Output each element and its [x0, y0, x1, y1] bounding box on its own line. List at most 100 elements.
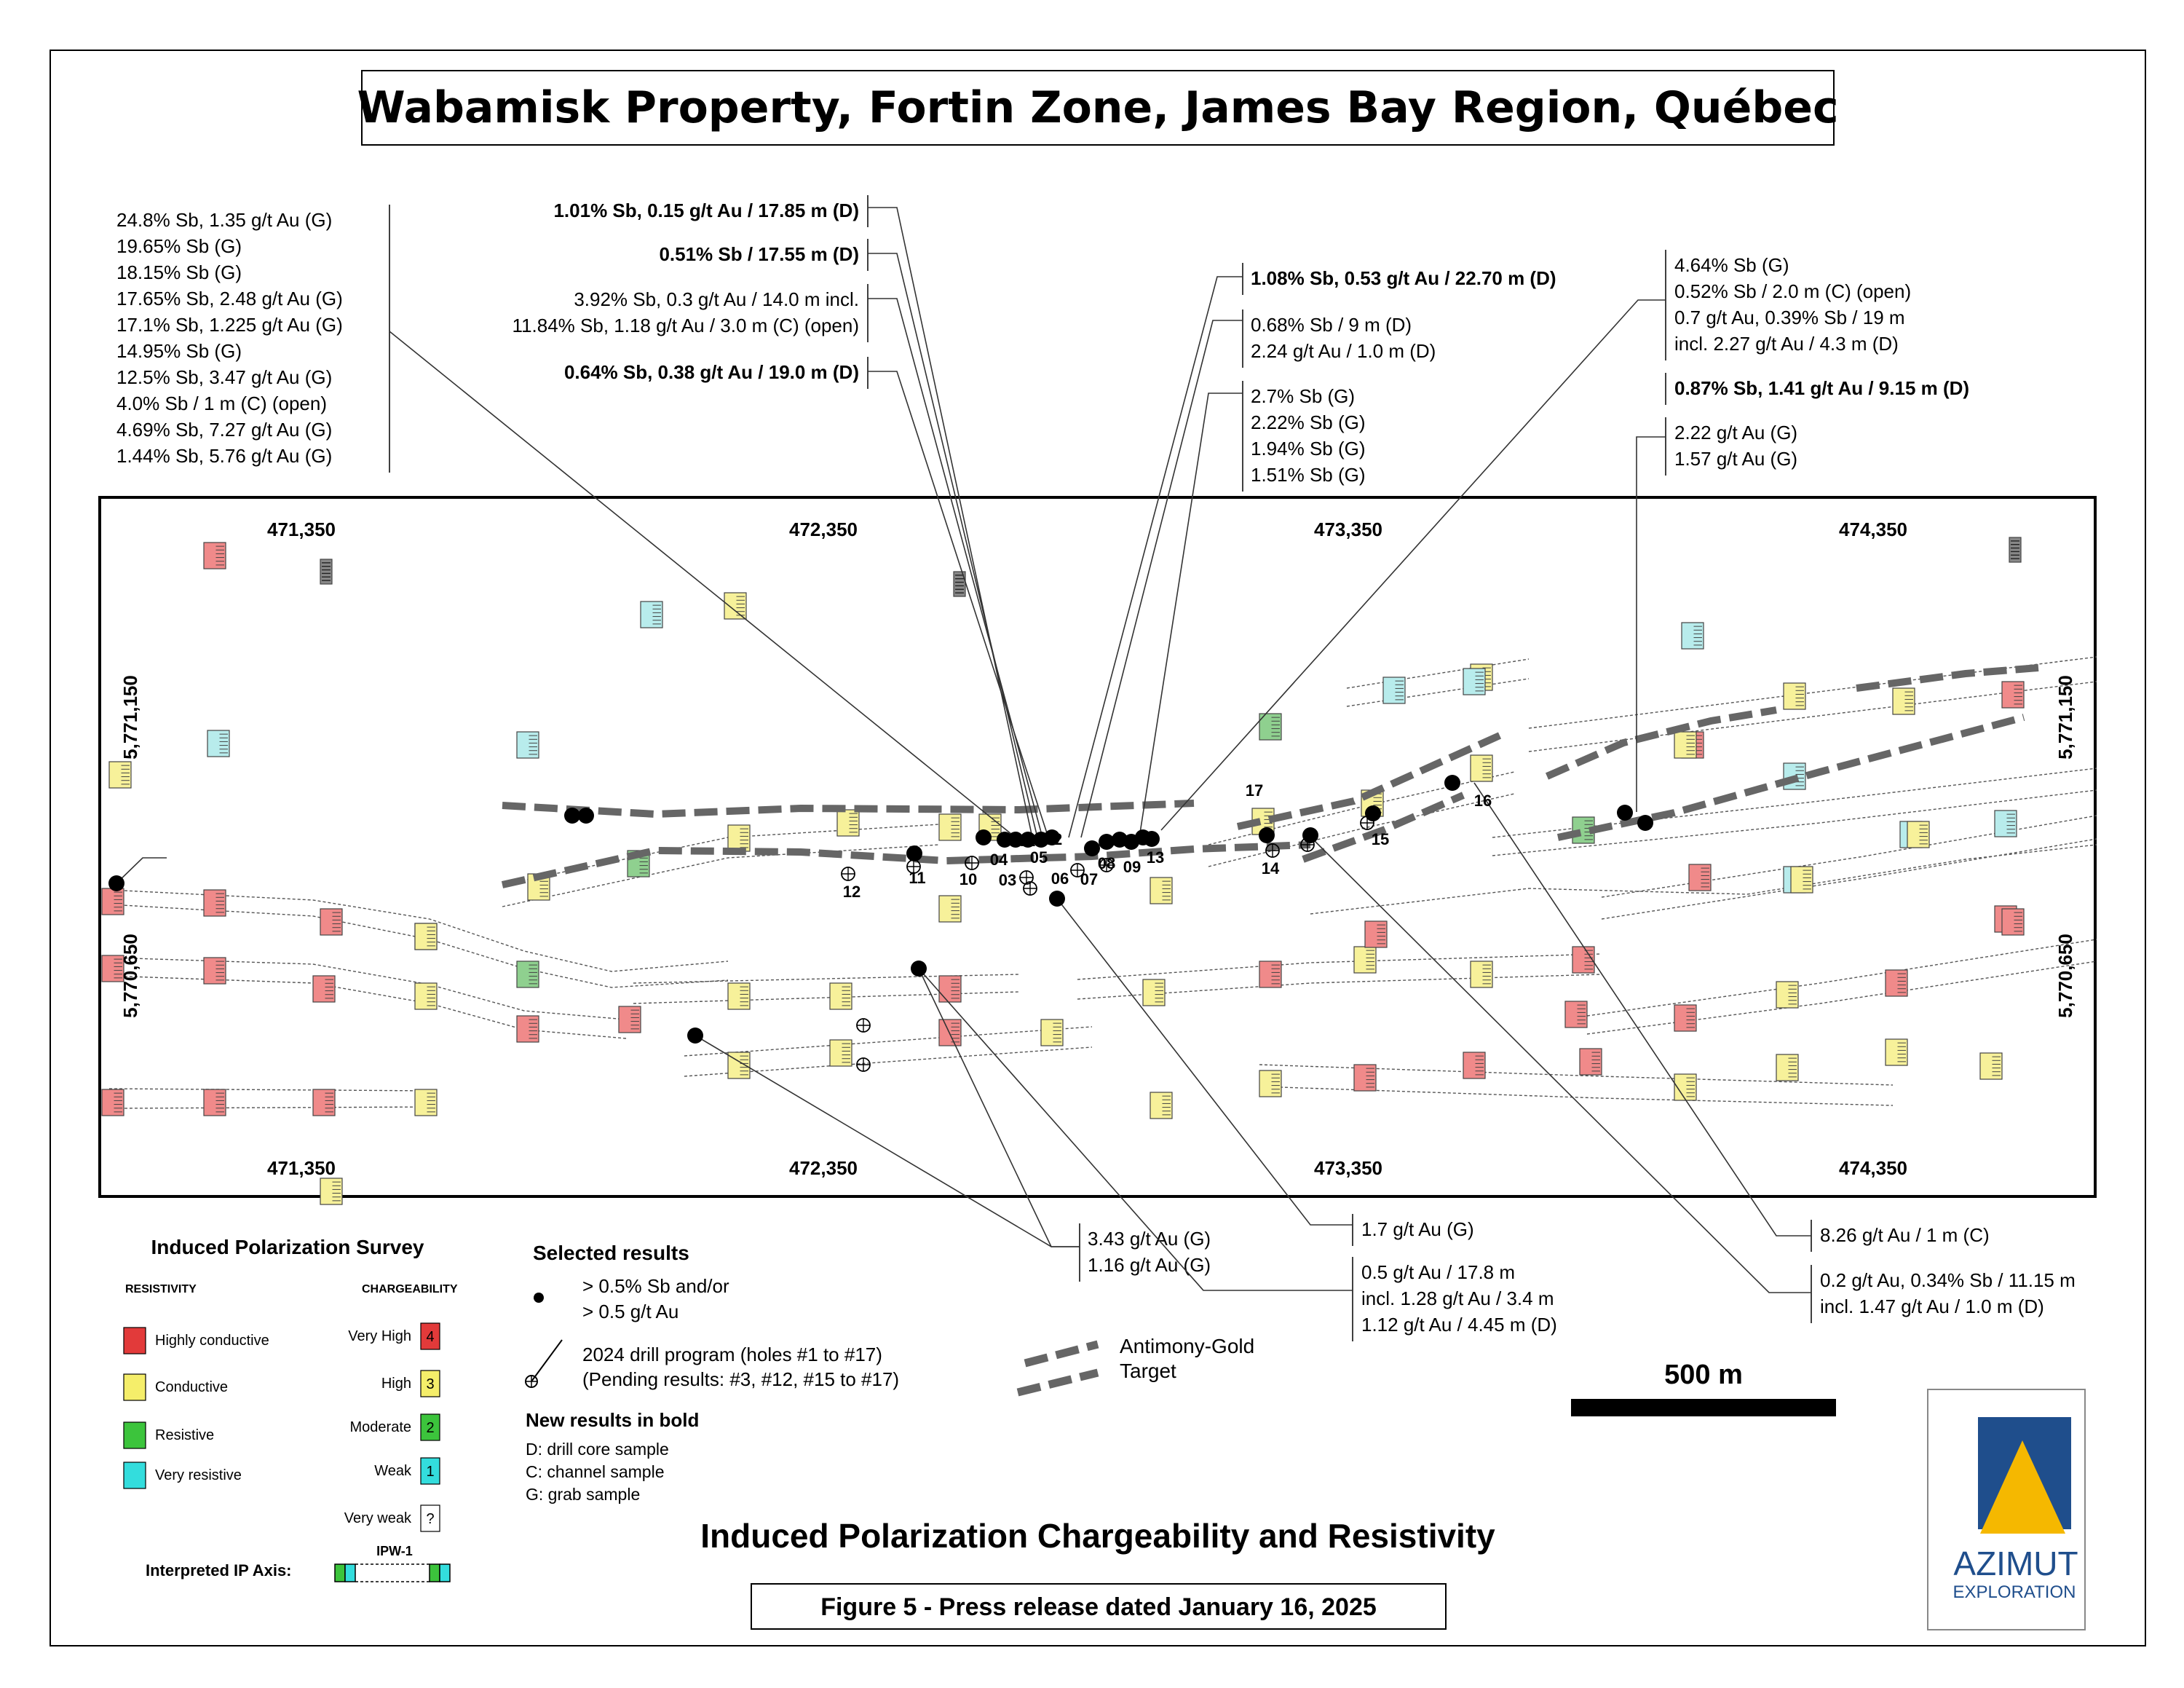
ip-block-23 [414, 982, 438, 1010]
ip-block-55 [1579, 1048, 1602, 1076]
target-legend-dash-1 [1024, 1340, 1099, 1368]
result-dot-21 [1637, 815, 1653, 831]
chargeability-swatch-1 [420, 1322, 440, 1350]
ip-block-rect-54 [1572, 946, 1595, 974]
ip-block-rect-81 [1681, 622, 1704, 650]
resistivity-swatch-3 [123, 1421, 146, 1449]
easting-top-2: 472,350 [789, 518, 858, 540]
result-dot-17 [1302, 827, 1318, 843]
callout-c6-line-2: 2.24 g/t Au / 1.0 m (D) [1251, 340, 1436, 362]
resistivity-label-2: Conductive [155, 1379, 228, 1395]
chargeability-label-1: Very High [348, 1328, 411, 1344]
ip-block-rect-56 [1674, 1073, 1697, 1101]
dot-line-1: > 0.5% Sb and/or [582, 1275, 729, 1297]
ip-block-51 [1885, 969, 1908, 997]
callout-c16: 0.2 g/t Au, 0.34% Sb / 11.15 m incl. 1.47… [1811, 1265, 2076, 1323]
survey-line-17 [1586, 939, 2097, 1017]
drill-collar-6 [1070, 863, 1085, 877]
callout-tl: 24.8% Sb, 1.35 g/t Au (G) 19.65% Sb (G) 18… [116, 205, 390, 473]
result-dot-24 [1049, 891, 1065, 907]
ip-block-rect-27 [727, 982, 751, 1010]
ip-block-rect-12 [836, 809, 860, 837]
callout-c7-line-3: 1.94% Sb (G) [1251, 438, 1366, 460]
drill-collar-2 [906, 859, 921, 874]
ip-block-17 [320, 908, 343, 936]
logo-triangle [1980, 1440, 2065, 1534]
chargeability-code-4: 1 [426, 1464, 434, 1480]
target-line-7 [1856, 664, 2039, 692]
ip-block-rect-80 [2001, 908, 2025, 936]
result-dot-9 [1044, 829, 1060, 845]
ip-block-80 [2001, 908, 2025, 936]
ip-block-2 [320, 559, 333, 585]
ip-block-rect-68 [1674, 731, 1697, 759]
chargeability-swatch-5 [420, 1504, 440, 1532]
azimut-logo: AZIMUT EXPLORATION [1927, 1389, 2086, 1630]
ip-block-rect-15 [101, 888, 124, 915]
callout-tl-line-9: 4.69% Sb, 7.27 g/t Au (G) [116, 419, 332, 441]
callout-tl-line-1: 24.8% Sb, 1.35 g/t Au (G) [116, 209, 332, 231]
ip-block-rect-36 [101, 1089, 124, 1116]
callout-c5: 1.08% Sb, 0.53 g/t Au / 22.70 m (D) [1242, 263, 1556, 295]
target-legend-dash-2 [1016, 1368, 1099, 1397]
drill-label-14: 14 [1262, 859, 1280, 877]
survey-layer [101, 537, 2097, 1205]
ip-block-rect-71 [2001, 681, 2025, 709]
leader-line-1 [389, 331, 1016, 838]
callout-c7-line-2: 2.22% Sb (G) [1251, 411, 1366, 433]
survey-line-25 [1492, 789, 2097, 856]
callout-c12-line-1: 3.43 g/t Au (G) [1088, 1228, 1211, 1250]
leader-layer [116, 207, 1811, 1293]
drill-label-16: 16 [1474, 792, 1492, 810]
ip-block-46 [1353, 1064, 1377, 1092]
callout-c3: 3.92% Sb, 0.3 g/t Au / 14.0 m incl. 11.84… [513, 284, 869, 342]
chargeability-swatch-2 [420, 1370, 440, 1397]
drill-label-08: 08 [1098, 854, 1115, 872]
northing-left-2: 5,770,650 [119, 934, 141, 1018]
ip-block-rect-4 [108, 761, 132, 789]
ip-block-rect-3 [207, 730, 230, 757]
callout-c12: 3.43 g/t Au (G) 1.16 g/t Au (G) [1079, 1223, 1211, 1282]
map-subtitle: Induced Polarization Chargeability and R… [700, 1517, 1495, 1555]
resistivity-swatch-1 [123, 1327, 146, 1354]
result-dot-15 [1144, 831, 1160, 847]
callout-c13: 1.7 g/t Au (G) [1352, 1214, 1474, 1246]
ip-block-rect-5 [516, 731, 539, 759]
ip-block-rect-7 [724, 592, 747, 620]
ip-block-31 [829, 1039, 852, 1067]
ip-block-57 [1885, 1038, 1908, 1066]
easting-bottom-3: 473,350 [1314, 1157, 1382, 1179]
callout-tl-line-5: 17.1% Sb, 1.225 g/t Au (G) [116, 314, 343, 336]
dot-line-2: > 0.5 g/t Au [582, 1301, 678, 1322]
target-line-6 [1556, 714, 2025, 841]
callout-layer: 24.8% Sb, 1.35 g/t Au (G) 19.65% Sb (G) 18… [116, 195, 2076, 1341]
callout-tl-line-10: 1.44% Sb, 5.76 g/t Au (G) [116, 445, 332, 467]
ip-block-22 [312, 975, 336, 1003]
ip-block-71 [2001, 681, 2025, 709]
leader-line-4 [868, 298, 1043, 838]
ip-block-rect-48 [1564, 1001, 1588, 1028]
ip-block-68 [1674, 731, 1697, 759]
callout-tl-line-3: 18.15% Sb (G) [116, 261, 242, 283]
survey-line-11 [684, 1026, 1093, 1057]
ip-block-rect-60 [1382, 677, 1406, 704]
callout-c10: 2.22 g/t Au (G) 1.57 g/t Au (G) [1665, 417, 1797, 476]
callout-c2-line-1: 0.51% Sb / 17.55 m (D) [659, 243, 859, 265]
ip-block-4 [108, 761, 132, 789]
map-title: Wabamisk Property, Fortin Zone, James Ba… [357, 82, 1838, 133]
resistivity-label-3: Resistive [155, 1427, 214, 1443]
resistivity-header: RESISTIVITY [125, 1283, 197, 1295]
ip-block-81 [1681, 622, 1704, 650]
ip-block-24 [516, 961, 539, 988]
leader-line-10 [1636, 436, 1666, 812]
ip-block-rect-25 [516, 1015, 539, 1043]
ip-block-36 [101, 1089, 124, 1116]
ip-legend: Induced Polarization Survey RESISTIVITY … [123, 1236, 458, 1582]
ip-block-41 [1259, 1070, 1282, 1097]
ip-block-rect-33 [1040, 1019, 1064, 1046]
callout-c14-line-2: incl. 1.28 g/t Au / 3.4 m [1361, 1287, 1554, 1309]
target-layer [501, 664, 2039, 888]
callout-c8-line-2: 0.52% Sb / 2.0 m (C) (open) [1674, 280, 1911, 302]
survey-line-29 [1208, 793, 1515, 867]
northing-left-1: 5,771,150 [119, 675, 141, 760]
